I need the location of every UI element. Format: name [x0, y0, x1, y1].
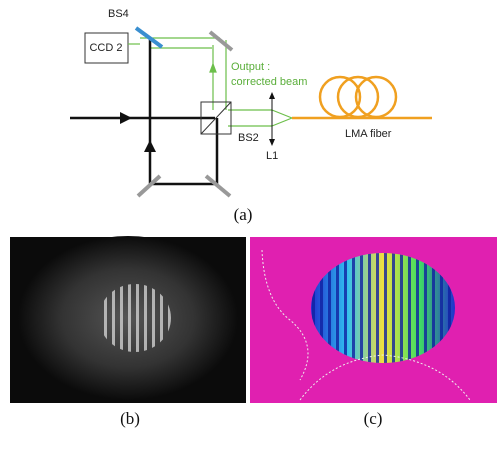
- image-c: [250, 237, 497, 403]
- caption: (c): [364, 409, 383, 428]
- arrow: [120, 112, 132, 124]
- lens-arrow: [269, 92, 275, 99]
- label: BS4: [108, 8, 129, 20]
- label: LMA fiber: [345, 128, 392, 140]
- bs2-cube: [200, 101, 232, 135]
- mirror: [208, 30, 234, 52]
- label: BS2: [238, 132, 259, 144]
- bs2-diagonal: [200, 101, 232, 135]
- fiber: [292, 75, 432, 120]
- mirror: [204, 174, 232, 198]
- black-beams: [70, 38, 219, 186]
- label: L1: [266, 150, 278, 162]
- caption: (b): [120, 409, 140, 428]
- ccd-box: [84, 32, 129, 64]
- lens-arrow: [269, 139, 275, 146]
- image-b: [10, 236, 246, 403]
- mirror-bs4: [134, 26, 164, 49]
- caption: (a): [234, 205, 253, 224]
- label: CCD 2: [89, 42, 122, 54]
- label: corrected beam: [231, 76, 307, 88]
- arrow: [144, 140, 156, 152]
- label: Output :: [231, 61, 270, 73]
- mirror: [136, 174, 162, 198]
- setup-diagram: BS4 CCD 2 Output : corrected beam LMA fi…: [70, 8, 432, 198]
